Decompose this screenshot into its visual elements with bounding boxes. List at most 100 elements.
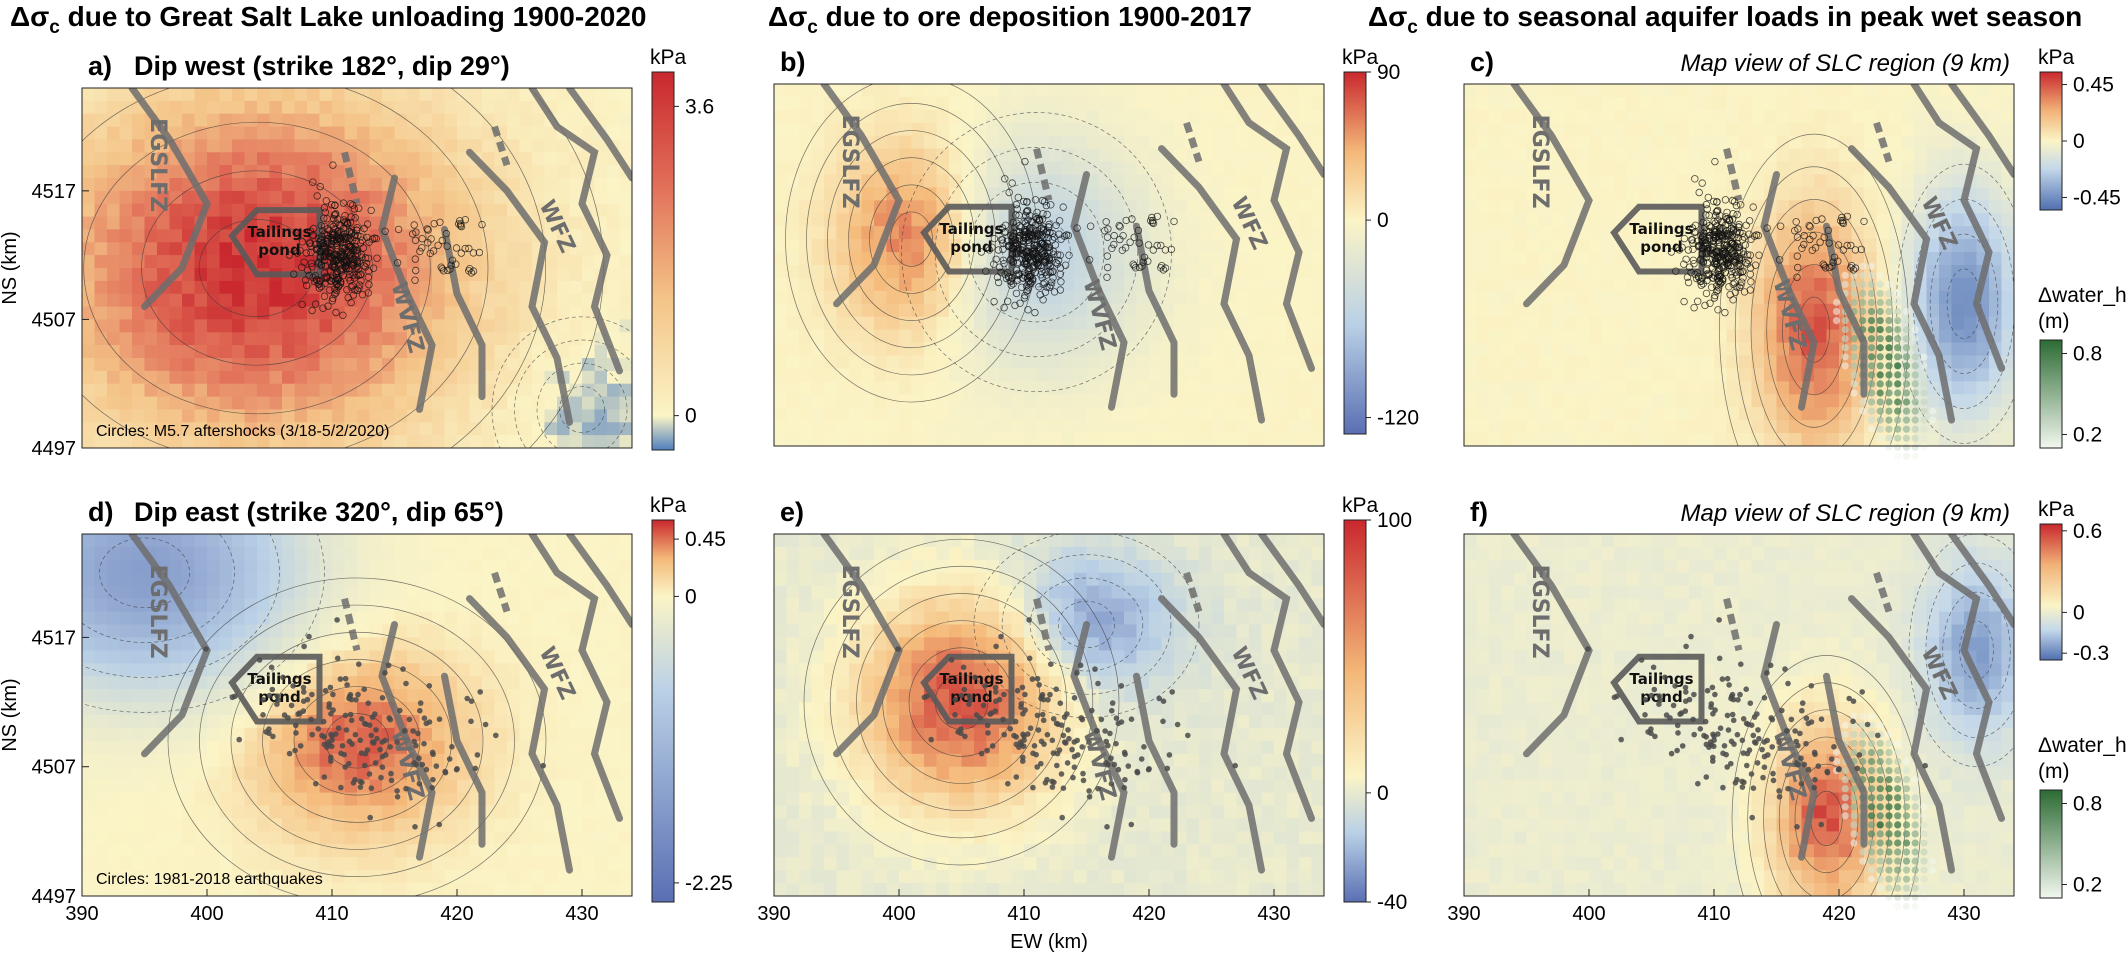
fault-trace [566,534,632,628]
fault-trace [1948,534,2014,628]
tailings-pond-outline [920,653,1015,725]
fault-trace [1823,672,1868,848]
y-axis-label: NS (km) [0,678,21,751]
fault-trace [1848,595,1955,874]
panel-label: a) [88,51,112,81]
water-colorbar-tick-label: 0.2 [2073,874,2102,897]
fault-lines [1510,84,2014,424]
fault-trace-dashed [1723,147,1743,202]
contour-line [869,184,954,294]
fault-trace [128,88,211,311]
colorbar-c: kPa 0.45 0 -0.45 [2038,46,2121,211]
colorbar-tick-label: 0.45 [685,528,726,551]
contour-line [1794,763,1859,874]
fault-trace [1910,84,2005,372]
fault-trace-dashed [1723,597,1743,652]
colorbar-tick-label: 0.45 [2073,74,2114,97]
fault-trace-dashed [1183,121,1203,163]
fault-trace [1158,595,1265,874]
axes-frame [1463,83,2015,447]
fault-trace [1158,145,1265,424]
colorbar-tick-label: 90 [1377,61,1400,84]
earthquake-markers [1667,157,1868,317]
fault-trace [1133,222,1178,398]
contour-line [450,88,546,448]
y-tick-label: 4517 [32,627,77,649]
contour-line [848,157,975,321]
y-tick-label: 4507 [32,757,77,779]
water-colorbar-unit: Δwater_h (m) [2038,734,2127,783]
earthquake-markers [285,161,486,319]
colorbar-a: kPa 3.6 0 [650,46,714,451]
x-tick-label: 410 [1697,903,1730,925]
x-tick-label: 400 [1572,903,1605,925]
colorbar-tick-label: 0.6 [2073,520,2102,543]
y-tick-label: 4497 [32,438,77,460]
panel-d: EGSLFZWVFZWFZTailingspond449745074517390… [0,494,733,925]
contour-line [293,686,421,796]
contour-line-negative [968,181,1105,323]
colorbar-tick-label: -120 [1377,407,1419,430]
water-colorbar-f: Δwater_h (m) 0.8 0.2 [2038,734,2127,899]
x-tick-label: 390 [757,903,790,925]
fault-trace [441,225,486,401]
contour-line [1731,655,1922,896]
column-title-ore-deposition: Δσc due to ore deposition 1900-2017 [768,1,1252,38]
contour-line [890,211,933,267]
water-head-overlay [1832,262,1937,460]
fault-label-egslfz: EGSLFZ [837,115,862,209]
fault-trace [1510,84,1593,308]
contour-line-negative [901,112,1172,393]
fault-trace [1070,621,1128,861]
contour-line [325,713,389,769]
fault-trace [1760,171,1818,411]
fault-trace [1948,84,2014,178]
fault-trace [378,174,436,413]
water-colorbar-c: Δwater_h (m) 0.8 0.2 [2038,284,2127,449]
contour-line [199,604,515,878]
contour-line-negative [514,339,632,448]
axes-frame [81,87,633,449]
earthquake-markers [895,617,1238,830]
axes-frame [81,533,633,897]
colorbar-unit: kPa [1342,494,1379,517]
colorbar-tick-label: 0 [2073,130,2085,153]
x-tick-label: 410 [315,903,348,925]
fault-trace-dashed [341,597,361,652]
fault-trace [1910,534,2005,822]
fault-label-egslfz: EGSLFZ [837,565,862,659]
contour-line [262,659,452,823]
x-axis-label: EW (km) [1010,931,1088,953]
axes-frame [1463,533,2015,897]
fault-trace [1848,145,1955,424]
colorbar-tick-label: 0 [1377,209,1389,232]
x-tick-label: 420 [440,903,473,925]
fault-trace [820,84,903,308]
panel-title: Dip east (strike 320°, dip 65°) [134,497,504,527]
contour-line [141,170,373,366]
fault-trace [441,672,486,848]
contour-line [829,565,1094,839]
contour-line-negative [1029,577,1144,672]
panel-note: Circles: M5.7 aftershocks (3/18-5/2/2020… [96,423,389,440]
colorbar-unit: kPa [2038,498,2075,521]
colorbar-tick-label: -0.45 [2073,186,2121,209]
axes-frame [773,83,1325,447]
x-tick-label: 400 [190,903,223,925]
colorbar-tick-label: 0 [1377,782,1389,805]
earthquake-markers [1585,617,1928,830]
fault-trace [1220,84,1315,372]
panel-label: d) [88,497,113,527]
fault-trace [466,148,573,426]
fault-trace-dashed [1873,121,1893,163]
fault-label-egslfz: EGSLFZ [1527,115,1552,209]
colorbar-tick-label: 3.6 [685,95,714,118]
panel-f-field [1464,534,2014,896]
fault-label-egslfz: EGSLFZ [145,565,170,659]
